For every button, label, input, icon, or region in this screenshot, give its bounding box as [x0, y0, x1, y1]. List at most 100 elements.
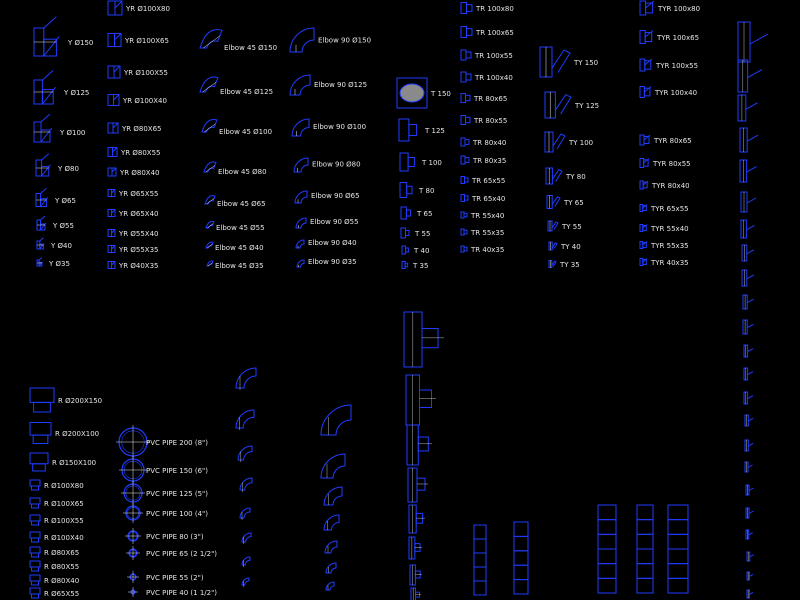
- elbow90-2[interactable]: Elbow 90 Ø100: [291, 118, 366, 137]
- y-fitting-7[interactable]: Y Ø35: [36, 257, 70, 268]
- small-elbow-4[interactable]: [239, 507, 251, 520]
- medium-elbow-2[interactable]: [323, 486, 343, 506]
- medium-elbow-1[interactable]: [320, 453, 346, 479]
- elbow45-5[interactable]: Elbow 45 Ø55: [205, 220, 265, 232]
- tyr-fitting-2[interactable]: TYR 100x55: [639, 58, 698, 72]
- small-elbow-7[interactable]: [241, 577, 250, 587]
- reducer-1[interactable]: R Ø200X100: [29, 422, 99, 445]
- yr-fitting-1[interactable]: YR Ø100X65: [107, 33, 169, 47]
- vertical-tee-6[interactable]: [409, 564, 422, 586]
- elbow90-3[interactable]: Elbow 90 Ø80: [293, 157, 361, 173]
- t-fitting-3[interactable]: T 80: [399, 182, 434, 198]
- tr-fitting-12[interactable]: TR 40x35: [460, 245, 504, 254]
- small-elbow-5[interactable]: [241, 532, 252, 544]
- tyr-fitting-5[interactable]: TYR 80x55: [639, 158, 691, 169]
- yr-fitting-4[interactable]: YR Ø80X65: [107, 122, 161, 134]
- ty-fitting-2[interactable]: TY 100: [544, 131, 593, 153]
- right-wye-22[interactable]: [746, 589, 754, 599]
- tr-fitting-4[interactable]: TR 80x65: [460, 93, 507, 104]
- ty-fitting-3[interactable]: TY 80: [545, 167, 586, 185]
- small-elbow-3[interactable]: [239, 477, 253, 492]
- yr-fitting-10[interactable]: YR Ø55X35: [107, 245, 158, 255]
- pvc-pipe-5[interactable]: PVC PIPE 65 (2 1/2"): [126, 546, 217, 560]
- elbow45-4[interactable]: Elbow 45 Ø65: [204, 195, 266, 208]
- tr-fitting-2[interactable]: TR 100x55: [460, 49, 513, 61]
- elbow90-4[interactable]: Elbow 90 Ø65: [294, 190, 360, 204]
- yr-fitting-2[interactable]: YR Ø100X55: [107, 65, 168, 79]
- reducer-10[interactable]: R Ø65X55: [29, 587, 79, 599]
- pvc-pipe-2[interactable]: PVC PIPE 125 (5"): [121, 481, 208, 505]
- tr-fitting-8[interactable]: TR 65x55: [460, 176, 505, 186]
- right-wye-21[interactable]: [746, 571, 754, 581]
- tr-fitting-5[interactable]: TR 80x55: [460, 115, 507, 126]
- reducer-5[interactable]: R Ø100X55: [29, 514, 84, 526]
- right-wye-0[interactable]: [737, 21, 769, 63]
- vertical-tee-3[interactable]: [407, 467, 428, 503]
- pvc-pipe-6[interactable]: PVC PIPE 55 (2"): [127, 571, 204, 583]
- elbow90-1[interactable]: Elbow 90 Ø125: [289, 74, 367, 96]
- coupling-d[interactable]: [636, 504, 654, 594]
- small-elbow-2[interactable]: [237, 445, 253, 462]
- right-wye-2[interactable]: [737, 94, 758, 122]
- coupling-e[interactable]: [667, 504, 689, 594]
- t-fitting-2[interactable]: T 100: [399, 152, 442, 172]
- tyr-fitting-9[interactable]: TYR 55x35: [639, 241, 689, 251]
- y-fitting-4[interactable]: Y Ø65: [35, 187, 76, 207]
- vertical-tee-1[interactable]: [405, 374, 436, 426]
- yr-fitting-8[interactable]: YR Ø65X40: [107, 209, 158, 219]
- elbow90-0[interactable]: Elbow 90 Ø150: [289, 27, 371, 53]
- reducer-9[interactable]: R Ø80X40: [29, 574, 79, 586]
- small-elbow-0[interactable]: [235, 367, 257, 390]
- tr-fitting-0[interactable]: TR 100x80: [460, 2, 514, 14]
- reducer-4[interactable]: R Ø100X65: [29, 497, 84, 509]
- t-fitting-7[interactable]: T 35: [401, 261, 428, 271]
- right-wye-10[interactable]: [742, 319, 754, 335]
- tyr-fitting-10[interactable]: TYR 40x35: [639, 258, 689, 268]
- vertical-tee-0[interactable]: [403, 311, 444, 368]
- vertical-tee-7[interactable]: [410, 587, 421, 600]
- right-wye-17[interactable]: [745, 484, 754, 496]
- medium-elbow-6[interactable]: [325, 581, 335, 591]
- ty-fitting-0[interactable]: TY 150: [539, 46, 598, 78]
- right-wye-19[interactable]: [745, 529, 753, 540]
- vertical-tee-2[interactable]: [406, 424, 432, 466]
- reducer-6[interactable]: R Ø100X40: [29, 531, 84, 543]
- ty-fitting-1[interactable]: TY 125: [544, 91, 599, 119]
- small-elbow-1[interactable]: [235, 409, 255, 430]
- yr-fitting-0[interactable]: YR Ø100X80: [107, 0, 170, 16]
- yr-fitting-6[interactable]: YR Ø80X40: [107, 167, 159, 177]
- reducer-8[interactable]: R Ø80X55: [29, 560, 79, 572]
- medium-elbow-3[interactable]: [323, 514, 340, 531]
- elbow45-1[interactable]: Elbow 45 Ø125: [199, 76, 273, 96]
- tyr-fitting-1[interactable]: TYR 100x65: [639, 30, 699, 44]
- elbow45-7[interactable]: Elbow 45 Ø35: [206, 260, 264, 270]
- medium-elbow-5[interactable]: [325, 562, 337, 574]
- right-wye-14[interactable]: [744, 414, 754, 427]
- t-fitting-6[interactable]: T 40: [401, 245, 429, 255]
- right-wye-15[interactable]: [744, 439, 754, 452]
- pvc-pipe-1[interactable]: PVC PIPE 150 (6"): [119, 456, 208, 484]
- tyr-fitting-8[interactable]: TYR 55x40: [639, 224, 689, 234]
- right-wye-7[interactable]: [741, 244, 755, 262]
- y-fitting-2[interactable]: Y Ø100: [33, 113, 85, 143]
- reducer-3[interactable]: R Ø100X80: [29, 479, 84, 491]
- right-wye-3[interactable]: [739, 127, 759, 153]
- right-wye-8[interactable]: [741, 269, 755, 287]
- tr-fitting-6[interactable]: TR 80x40: [460, 137, 506, 147]
- tyr-fitting-3[interactable]: TYR 100x40: [639, 86, 697, 98]
- tr-fitting-3[interactable]: TR 100x40: [460, 71, 513, 83]
- elbow45-6[interactable]: Elbow 45 Ø40: [205, 241, 264, 252]
- pvc-pipe-7[interactable]: PVC PIPE 40 (1 1/2"): [128, 587, 217, 597]
- ty-fitting-7[interactable]: TY 35: [548, 260, 580, 270]
- tyr-fitting-4[interactable]: TYR 80x65: [639, 134, 692, 146]
- right-wye-11[interactable]: [743, 344, 754, 358]
- small-elbow-6[interactable]: [241, 556, 251, 567]
- tr-fitting-1[interactable]: TR 100x65: [460, 26, 514, 38]
- elbow90-5[interactable]: Elbow 90 Ø55: [295, 217, 359, 229]
- y-fitting-0[interactable]: Y Ø150: [33, 16, 93, 57]
- t-fitting-1[interactable]: T 125: [398, 118, 445, 142]
- elbow45-2[interactable]: Elbow 45 Ø100: [201, 119, 272, 137]
- right-wye-12[interactable]: [743, 367, 754, 381]
- right-wye-4[interactable]: [739, 159, 757, 183]
